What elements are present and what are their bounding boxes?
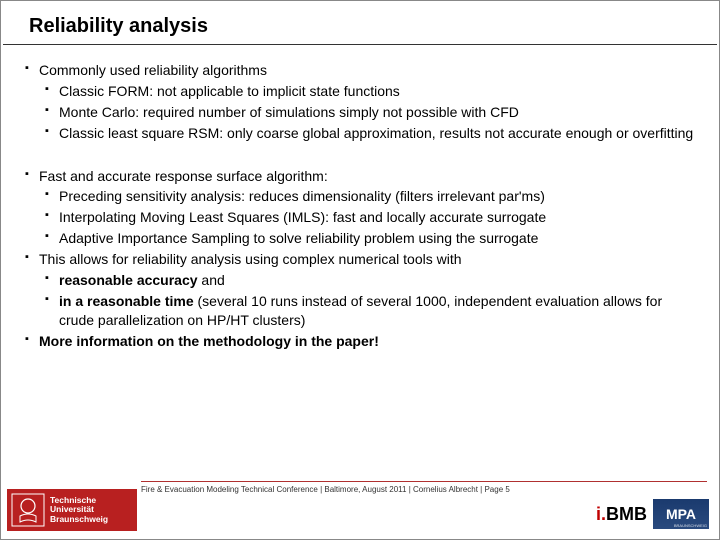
bullet-lvl1: More information on the methodology in t…: [25, 332, 695, 351]
bullet-lvl2: Classic least square RSM: only coarse gl…: [45, 124, 695, 143]
bullet-lvl2: Interpolating Moving Least Squares (IMLS…: [45, 208, 695, 227]
ibmb-rest: BMB: [606, 504, 647, 524]
tu-logo-text: Technische Universität Braunschweig: [50, 496, 108, 524]
ibmb-logo: i.BMB: [596, 504, 647, 525]
bullet-lvl1: Commonly used reliability algorithms: [25, 61, 695, 80]
bullet-lvl2: Classic FORM: not applicable to implicit…: [45, 82, 695, 101]
emph: in a reasonable time: [59, 293, 194, 309]
bullet-lvl2: reasonable accuracy and: [45, 271, 695, 290]
tu-seal-icon: [10, 492, 46, 528]
mpa-sub: BRAUNSCHWEIG: [674, 523, 707, 528]
logo-line: Braunschweig: [50, 515, 108, 524]
mpa-logo: MPA BRAUNSCHWEIG: [653, 499, 709, 529]
slide-title: Reliability analysis: [3, 1, 717, 45]
bullet-lvl2: in a reasonable time (several 10 runs in…: [45, 292, 695, 330]
emph: reasonable accuracy: [59, 272, 198, 288]
bullet-lvl1: Fast and accurate response surface algor…: [25, 167, 695, 186]
bullet-lvl2: Adaptive Importance Sampling to solve re…: [45, 229, 695, 248]
footer: Fire & Evacuation Modeling Technical Con…: [1, 481, 719, 539]
ibmb-i: i.: [596, 504, 606, 524]
mpa-text: MPA: [666, 506, 696, 522]
text: and: [198, 272, 225, 288]
bullet-lvl2: Monte Carlo: required number of simulati…: [45, 103, 695, 122]
bullet-lvl2: Preceding sensitivity analysis: reduces …: [45, 187, 695, 206]
right-logos: i.BMB MPA BRAUNSCHWEIG: [596, 499, 709, 529]
tu-braunschweig-logo: Technische Universität Braunschweig: [7, 489, 137, 531]
slide: Reliability analysis Commonly used relia…: [0, 0, 720, 540]
footer-text: Fire & Evacuation Modeling Technical Con…: [141, 482, 719, 494]
slide-content: Commonly used reliability algorithms Cla…: [1, 45, 719, 351]
bullet-lvl1: This allows for reliability analysis usi…: [25, 250, 695, 269]
